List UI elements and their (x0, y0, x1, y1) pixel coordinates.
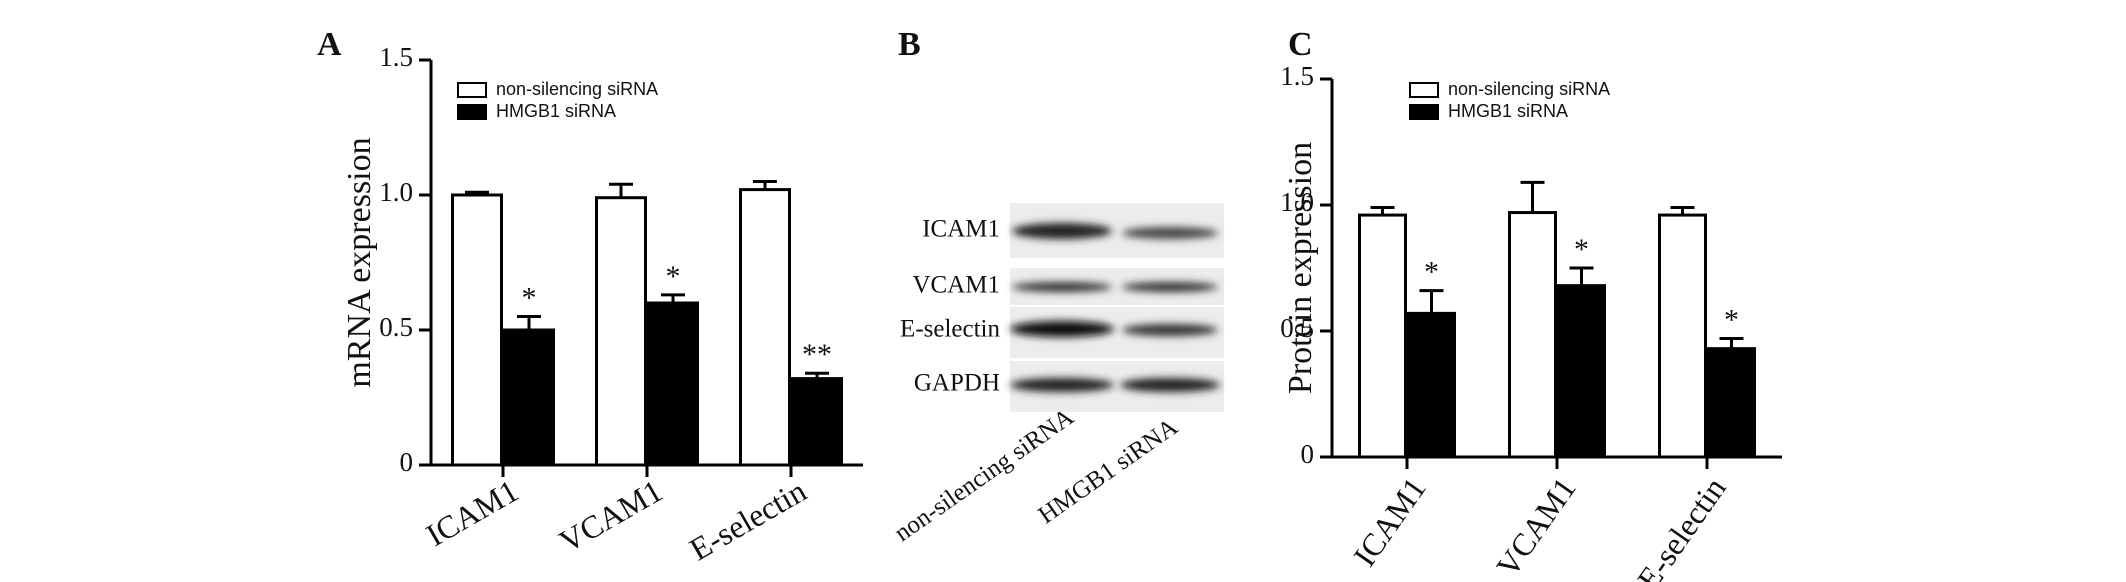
significance-mark: * (666, 260, 681, 293)
legend-label: HMGB1 siRNA (1448, 101, 1568, 121)
x-tick-label: VCAM1 (1489, 471, 1583, 582)
y-tick-label: 0 (1301, 439, 1315, 469)
legend-label: non-silencing siRNA (1448, 79, 1610, 99)
significance-mark: * (522, 281, 537, 314)
y-tick-label: 0.5 (379, 312, 413, 342)
bar (1557, 284, 1606, 459)
bar (451, 193, 503, 467)
bar (1707, 347, 1756, 459)
panel-label: B (898, 26, 921, 63)
bar (1508, 211, 1557, 459)
legend-label: HMGB1 siRNA (496, 101, 616, 121)
significance-mark: * (1574, 233, 1589, 266)
legend-swatch (1409, 104, 1439, 120)
significance-mark: * (1424, 256, 1439, 289)
blot-row-label: ICAM1 (922, 216, 1000, 243)
bar (595, 196, 647, 467)
y-tick-label: 0.5 (1280, 313, 1314, 343)
panel-label: A (317, 26, 342, 63)
x-tick-label: ICAM1 (420, 472, 524, 553)
bar (1407, 311, 1456, 459)
legend-swatch (457, 82, 487, 98)
x-tick-label: E-selectin (1630, 471, 1733, 582)
significance-mark: ** (802, 338, 832, 371)
bar (1358, 213, 1407, 459)
y-tick-label: 1.0 (379, 177, 413, 207)
y-tick-label: 1.5 (1280, 61, 1314, 91)
legend-swatch (457, 104, 487, 120)
y-axis-label: Protein expression (1282, 142, 1319, 394)
x-tick-label: E-selectin (683, 472, 812, 567)
blot-row-label: VCAM1 (912, 272, 1000, 299)
y-tick-label: 1.0 (1280, 187, 1314, 217)
bar (1658, 213, 1707, 459)
y-tick-label: 1.5 (379, 42, 413, 72)
blot-row-label: E-selectin (900, 316, 1000, 343)
legend-swatch (1409, 82, 1439, 98)
significance-mark: * (1724, 303, 1739, 336)
y-tick-label: 0 (400, 447, 414, 477)
x-tick-label: VCAM1 (553, 472, 668, 559)
panel-label: C (1288, 26, 1313, 63)
legend-label: non-silencing siRNA (496, 79, 658, 99)
blot-row-label: GAPDH (914, 370, 1000, 397)
bar (503, 328, 555, 467)
x-tick-label: ICAM1 (1346, 471, 1433, 573)
y-axis-label: mRNA expression (341, 137, 378, 387)
bar (791, 377, 843, 467)
bar (647, 301, 699, 467)
blot-image (1010, 203, 1224, 412)
bar (739, 188, 791, 467)
